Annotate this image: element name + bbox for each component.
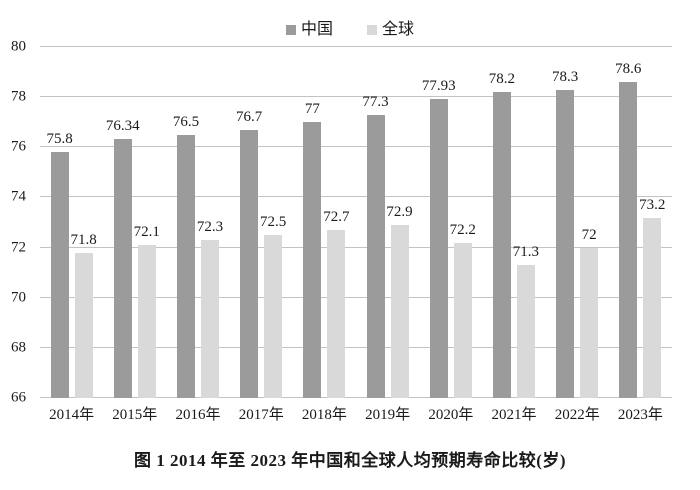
x-tick-label: 2020年 (428, 407, 474, 423)
x-tick-label: 2022年 (554, 407, 600, 423)
y-tick-label: 74 (11, 188, 26, 205)
bar-value-label: 72.3 (196, 219, 224, 236)
x-tick-label: 2018年 (301, 407, 347, 423)
bar-china: 78.6 (615, 61, 641, 398)
bar-group: 78.6 73.2 (615, 47, 665, 398)
bar-china: 76.5 (173, 114, 199, 398)
x-tick-label: 2017年 (238, 407, 284, 423)
y-tick-label: 72 (11, 239, 26, 256)
y-axis-labels: 80 78 76 74 72 70 68 66 (0, 39, 33, 405)
bar-value-label: 77.3 (362, 93, 389, 110)
y-tick-label: 70 (11, 289, 26, 306)
bar-value-label: 71.8 (70, 231, 97, 248)
bar-global: 71.8 (70, 232, 97, 398)
gridline (40, 196, 672, 198)
y-tick-label: 80 (11, 38, 26, 55)
bar-china: 77 (303, 101, 322, 398)
x-tick-label: 2016年 (175, 407, 221, 423)
x-tick-label: 2019年 (365, 407, 411, 423)
x-tick-label: 2015年 (112, 407, 158, 423)
bar-value-label: 77 (304, 101, 320, 118)
x-tick-label: 2023年 (617, 407, 663, 423)
bar-global: 72.7 (323, 209, 349, 398)
bar-value-label: 78.6 (615, 61, 642, 78)
bar-group: 77.93 72.2 (422, 47, 476, 398)
gridline (40, 96, 672, 98)
bar-china: 76.34 (106, 118, 140, 398)
bar-groups: 75.8 71.8 76.34 72.1 76.5 72.3 76.7 72.5 77 72.7 7… (40, 47, 672, 398)
legend-label-global: 全球 (382, 21, 415, 38)
bar-group: 78.2 71.3 (489, 47, 539, 398)
bar-value-label: 78.3 (551, 68, 579, 85)
gridline (40, 397, 672, 398)
legend-item-global: 全球 (367, 21, 414, 39)
bar-value-label: 76.7 (236, 108, 263, 125)
bar-china: 78.2 (489, 71, 515, 398)
bar-china: 78.3 (552, 69, 578, 398)
bar-china: 77.3 (362, 94, 389, 398)
bar-value-label: 72.2 (449, 221, 476, 238)
bar-value-label: 77.93 (421, 77, 456, 94)
bar-value-label: 73.2 (639, 196, 666, 213)
bar-value-label: 72.5 (260, 214, 287, 231)
bar-group: 78.3 72 (552, 47, 599, 398)
legend: 中国 全球 (0, 21, 700, 39)
bar-global: 72.2 (450, 222, 476, 398)
gridline (40, 346, 672, 348)
legend-swatch-china-icon (285, 25, 296, 35)
bar-value-label: 71.3 (512, 244, 540, 261)
bar-value-label: 72.9 (386, 204, 413, 221)
legend-swatch-global-icon (367, 25, 377, 35)
gridline (40, 146, 672, 148)
bar-group: 77.3 72.9 (362, 47, 413, 398)
bar-china: 77.93 (422, 78, 456, 398)
x-axis-labels: 2014年 2015年 2016年 2017年 2018年 2019年 2020年 2021年… (40, 403, 672, 424)
bar-value-label: 76.5 (172, 113, 200, 130)
legend-label-china: 中国 (300, 21, 333, 38)
plot-area: 75.8 71.8 76.34 72.1 76.5 72.3 76.7 72.5 77 72.7 7… (40, 46, 672, 398)
bar-value-label: 72.7 (323, 209, 350, 226)
bar-group: 75.8 71.8 (46, 47, 97, 398)
bar-global: 72.9 (386, 204, 413, 398)
legend-item-china: 中国 (285, 21, 333, 39)
gridline (40, 296, 672, 298)
bar-global: 72.1 (134, 224, 160, 398)
bar-group: 76.5 72.3 (173, 47, 223, 398)
y-tick-label: 76 (11, 138, 26, 155)
bar-global: 72.3 (197, 219, 223, 398)
bar-value-label: 72.1 (133, 224, 160, 241)
bar-china: 76.7 (236, 109, 262, 398)
bar-value-label: 75.8 (46, 131, 73, 148)
figure-caption: 图 1 2014 年至 2023 年中国和全球人均预期寿命比较(岁) (133, 451, 567, 470)
x-tick-label: 2014年 (49, 407, 95, 423)
y-tick-label: 68 (11, 339, 26, 356)
bar-group: 76.34 72.1 (106, 47, 160, 398)
bar-global: 71.3 (513, 244, 539, 398)
bar-china: 75.8 (46, 131, 73, 398)
bar-global: 72.5 (260, 214, 286, 398)
bar-value-label: 72 (581, 226, 597, 243)
bar-value-label: 78.2 (488, 71, 516, 88)
gridline (40, 46, 672, 47)
gridline (40, 246, 672, 248)
y-tick-label: 66 (11, 389, 26, 406)
y-tick-label: 78 (11, 88, 26, 105)
bar-group: 76.7 72.5 (236, 47, 286, 398)
bar-group: 77 72.7 (303, 47, 349, 398)
bar-global: 73.2 (639, 197, 665, 398)
bar-value-label: 76.34 (105, 117, 140, 134)
bar-global: 72 (580, 227, 599, 398)
x-tick-label: 2021年 (491, 407, 537, 423)
